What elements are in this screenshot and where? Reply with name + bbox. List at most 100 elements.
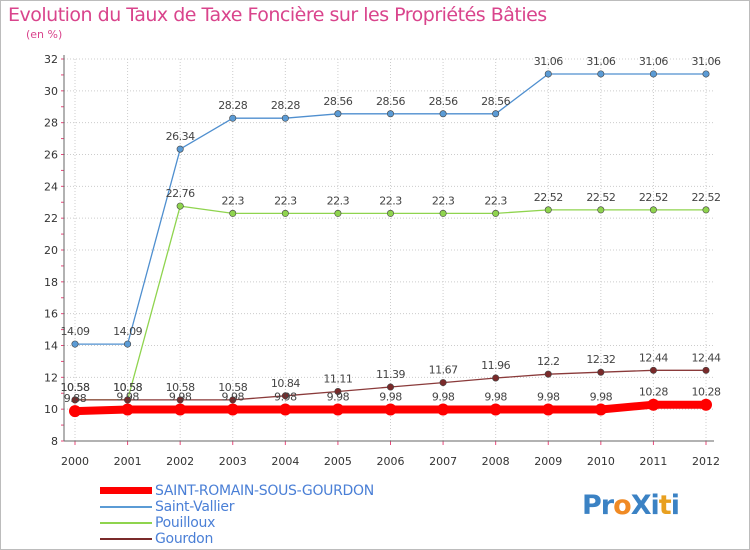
data-point xyxy=(386,383,394,391)
data-label: 10.58 xyxy=(61,381,90,394)
data-point xyxy=(597,70,605,78)
data-point xyxy=(544,370,552,378)
data-label: 9.98 xyxy=(379,390,402,403)
data-point xyxy=(71,340,79,348)
data-point xyxy=(649,206,657,214)
data-point xyxy=(229,396,237,404)
data-label: 9.98 xyxy=(484,390,507,403)
data-point xyxy=(386,209,394,217)
data-label: 9.98 xyxy=(537,390,560,403)
data-point xyxy=(226,403,239,416)
data-label: 10.84 xyxy=(271,377,300,390)
x-tick-label: 2001 xyxy=(114,455,142,468)
data-label: 12.2 xyxy=(537,355,560,368)
x-tick-label: 2006 xyxy=(377,455,405,468)
x-tick-label: 2010 xyxy=(587,455,615,468)
data-label: 10.58 xyxy=(218,381,247,394)
y-tick-label: 12 xyxy=(44,371,58,384)
data-point xyxy=(649,366,657,374)
data-label: 22.3 xyxy=(484,194,507,207)
proxiti-logo: ProXiti xyxy=(582,490,680,521)
data-point xyxy=(594,403,607,416)
data-point xyxy=(544,70,552,78)
y-unit-label: (en %) xyxy=(26,28,63,41)
data-point xyxy=(386,110,394,118)
data-point xyxy=(281,114,289,122)
data-point xyxy=(229,114,237,122)
data-point xyxy=(649,70,657,78)
data-label: 22.76 xyxy=(166,187,195,200)
x-tick-label: 2000 xyxy=(61,455,89,468)
data-label: 11.39 xyxy=(376,368,405,381)
data-label: 31.06 xyxy=(586,55,615,68)
data-point xyxy=(439,379,447,387)
y-tick-label: 10 xyxy=(44,403,58,416)
y-tick-label: 28 xyxy=(44,117,58,130)
data-label: 22.52 xyxy=(692,191,721,204)
data-point xyxy=(279,403,292,416)
data-point xyxy=(176,202,184,210)
y-tick-label: 18 xyxy=(44,276,58,289)
data-label: 22.3 xyxy=(274,194,297,207)
data-label: 10.58 xyxy=(113,381,142,394)
legend-swatch xyxy=(100,522,152,524)
data-point xyxy=(700,398,712,411)
data-label: 10.58 xyxy=(166,381,195,394)
x-tick-label: 2012 xyxy=(692,455,720,468)
x-tick-label: 2008 xyxy=(482,455,510,468)
data-point xyxy=(544,206,552,214)
data-point xyxy=(492,209,500,217)
y-tick-label: 16 xyxy=(44,308,58,321)
data-point xyxy=(124,396,132,404)
data-label: 22.52 xyxy=(639,191,668,204)
data-point xyxy=(597,206,605,214)
y-tick-label: 14 xyxy=(44,340,58,353)
data-label: 22.52 xyxy=(534,191,563,204)
data-label: 22.3 xyxy=(432,194,455,207)
data-label: 31.06 xyxy=(692,55,721,68)
data-label: 9.98 xyxy=(590,390,613,403)
legend-swatch xyxy=(100,487,152,494)
data-label: 12.44 xyxy=(692,351,721,364)
legend-swatch xyxy=(100,538,152,540)
y-tick-label: 32 xyxy=(44,53,58,66)
data-label: 12.44 xyxy=(639,351,668,364)
x-tick-label: 2005 xyxy=(324,455,352,468)
data-label: 9.98 xyxy=(274,390,297,403)
data-point xyxy=(124,340,132,348)
logo-letter: t xyxy=(658,490,672,521)
data-label: 22.3 xyxy=(379,194,402,207)
data-label: 14.09 xyxy=(113,325,142,338)
data-point xyxy=(71,396,79,404)
data-point xyxy=(439,110,447,118)
logo-letter: r xyxy=(600,490,614,521)
data-point xyxy=(702,70,710,78)
y-tick-label: 24 xyxy=(44,180,58,193)
logo-letter: i xyxy=(670,490,680,521)
data-label: 11.67 xyxy=(429,364,458,377)
data-point xyxy=(647,398,660,411)
data-label: 9.88 xyxy=(64,392,87,405)
legend-label: SAINT-ROMAIN-SOUS-GOURDON xyxy=(155,483,374,499)
data-label: 12.32 xyxy=(586,353,615,366)
data-point xyxy=(69,405,81,418)
data-point xyxy=(176,145,184,153)
data-label: 28.56 xyxy=(481,95,510,108)
data-point xyxy=(334,387,342,395)
data-point xyxy=(334,209,342,217)
x-tick-label: 2009 xyxy=(534,455,562,468)
data-point xyxy=(281,209,289,217)
data-point xyxy=(437,403,450,416)
data-point xyxy=(492,110,500,118)
data-point xyxy=(492,374,500,382)
chart-title: Evolution du Taux de Taxe Foncière sur l… xyxy=(8,4,547,26)
legend-label: Saint-Vallier xyxy=(155,499,235,515)
data-point xyxy=(121,403,134,416)
data-label: 14.09 xyxy=(61,325,90,338)
legend-label: Pouilloux xyxy=(155,515,216,531)
data-label: 26.34 xyxy=(166,130,195,143)
y-tick-label: 30 xyxy=(44,85,58,98)
data-point xyxy=(334,110,342,118)
data-label: 9.98 xyxy=(432,390,455,403)
data-label: 10.28 xyxy=(692,386,721,399)
